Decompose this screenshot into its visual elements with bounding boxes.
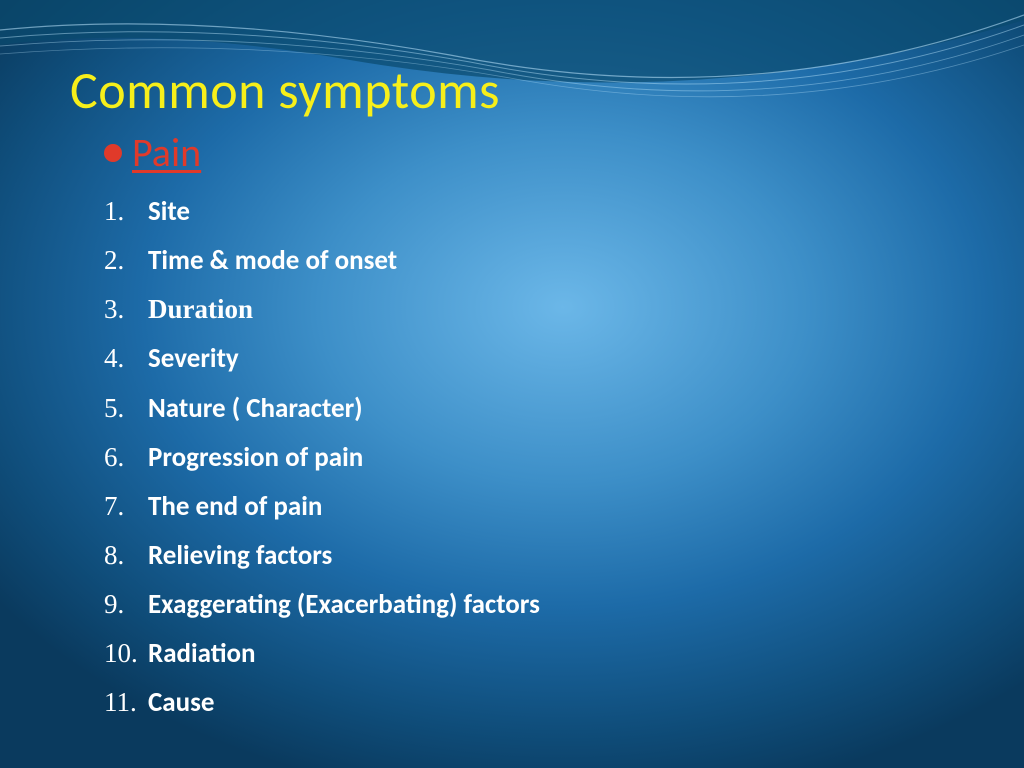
- main-bullet: Pain: [104, 128, 954, 177]
- list-number: 6.: [104, 433, 148, 482]
- list-number: 8.: [104, 531, 148, 580]
- list-text: Progression of pain: [148, 433, 363, 482]
- list-number: 3.: [104, 285, 148, 334]
- list-item: 8.Relieving factors: [104, 531, 954, 580]
- list-text: Time & mode of onset: [148, 236, 397, 285]
- list-number: 2.: [104, 236, 148, 285]
- list-item: 3.Duration: [104, 285, 954, 334]
- list-number: 1.: [104, 187, 148, 236]
- list-item: 10.Radiation: [104, 629, 954, 678]
- slide-title: Common symptoms: [70, 58, 954, 122]
- list-text: Nature ( Character): [148, 384, 363, 433]
- list-number: 10.: [104, 629, 148, 678]
- list-text: The end of pain: [148, 482, 322, 531]
- list-item: 5.Nature ( Character): [104, 384, 954, 433]
- list-item: 4.Severity: [104, 334, 954, 383]
- list-number: 4.: [104, 334, 148, 383]
- list-item: 11.Cause: [104, 678, 954, 727]
- list-item: 6.Progression of pain: [104, 433, 954, 482]
- list-text: Relieving factors: [148, 531, 332, 580]
- list-text: Exaggerating (Exacerbating) factors: [148, 580, 540, 629]
- list-text: Site: [148, 187, 190, 236]
- list-item: 1.Site: [104, 187, 954, 236]
- slide-content: Common symptoms Pain 1.Site2.Time & mode…: [0, 0, 1024, 768]
- list-number: 11.: [104, 678, 148, 727]
- bullet-icon: [104, 144, 122, 162]
- list-text: Duration: [148, 285, 253, 334]
- list-number: 7.: [104, 482, 148, 531]
- list-text: Cause: [148, 678, 214, 727]
- list-number: 9.: [104, 580, 148, 629]
- list-item: 2.Time & mode of onset: [104, 236, 954, 285]
- list-text: Radiation: [148, 629, 256, 678]
- list-item: 9.Exaggerating (Exacerbating) factors: [104, 580, 954, 629]
- numbered-list: 1.Site2.Time & mode of onset3.Duration4.…: [104, 187, 954, 727]
- list-text: Severity: [148, 334, 239, 383]
- list-number: 5.: [104, 384, 148, 433]
- bullet-text: Pain: [132, 128, 201, 177]
- list-item: 7.The end of pain: [104, 482, 954, 531]
